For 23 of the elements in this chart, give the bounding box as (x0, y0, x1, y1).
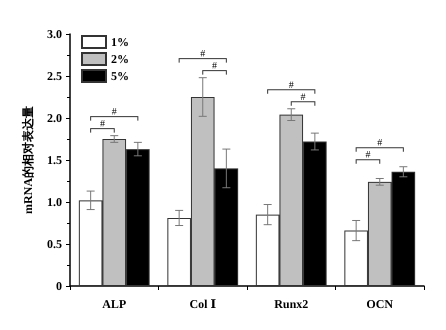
annotation: # (200, 48, 206, 60)
legend-label: 2% (111, 52, 129, 66)
annotation: # (300, 92, 306, 103)
y-tick-label: 1.5 (47, 153, 62, 167)
annotation: # (288, 80, 294, 91)
x-tick-label: Col Ⅰ (189, 297, 216, 311)
x-tick-label: ALP (102, 297, 126, 311)
legend-label: 1% (111, 35, 129, 49)
y-axis-title: mRNA的相对表达量 (21, 106, 35, 214)
y-tick-label: 2.5 (47, 69, 62, 83)
y-tick-label: 3.0 (47, 27, 62, 41)
legend-label: 5% (111, 69, 129, 83)
y-tick-label: 0.5 (47, 237, 62, 251)
x-tick-label: OCN (366, 297, 394, 311)
y-tick-label: 1.0 (47, 195, 62, 209)
annotation: # (365, 150, 370, 161)
x-tick-label: Runx2 (274, 297, 308, 311)
annotation: # (212, 60, 218, 72)
y-tick-label: 2.0 (47, 111, 62, 125)
annotation: # (112, 106, 117, 118)
y-tick-label: 0 (56, 279, 62, 293)
annotation: # (377, 138, 382, 149)
annotation: # (100, 118, 105, 130)
